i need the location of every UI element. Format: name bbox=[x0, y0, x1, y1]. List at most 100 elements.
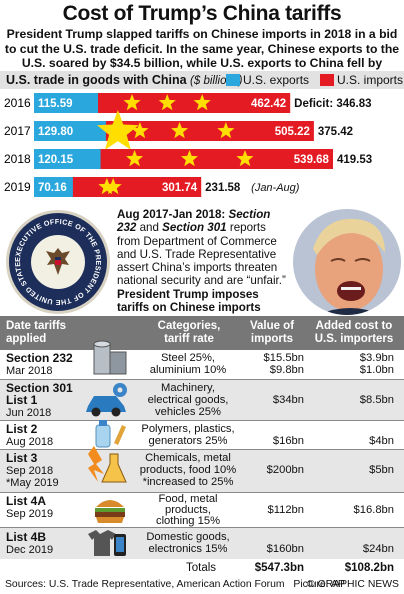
row-category-3: *increased to 25% bbox=[142, 476, 234, 488]
totals-added: $108.2bn bbox=[344, 562, 394, 574]
flag-star-icon bbox=[158, 94, 176, 111]
header-value: Value of imports bbox=[249, 320, 295, 345]
year-label: 2017 bbox=[4, 124, 31, 138]
row-category-2: electronics 15% bbox=[148, 543, 228, 555]
trump-photo bbox=[293, 209, 401, 315]
footer-sources-text: Sources: U.S. Trade Representative, Amer… bbox=[5, 579, 285, 590]
row-category-2: generators 25% bbox=[148, 435, 228, 447]
steel-aluminium-icon bbox=[93, 340, 127, 375]
deficit-label: 231.58 bbox=[205, 182, 241, 194]
legend-imports-swatch bbox=[320, 74, 334, 86]
row-date: Jun 2018 bbox=[6, 407, 52, 419]
header-added: Added cost to U.S. importers bbox=[314, 320, 394, 345]
row-date: Sep 2018 bbox=[6, 465, 54, 477]
row-date: Aug 2018 bbox=[6, 436, 54, 448]
table-row: List 2 Aug 2018 Polymers, plastics, gene… bbox=[0, 420, 404, 449]
header-date: Date tariffs applied bbox=[6, 320, 67, 345]
exports-value-label: 70.16 bbox=[38, 182, 67, 194]
table-row: Section 301 List 1 Jun 2018 Machinery, e… bbox=[0, 380, 404, 420]
deficit-label: Deficit: 346.83 bbox=[294, 98, 371, 110]
car-gears-icon bbox=[86, 383, 127, 417]
deficit-label: 375.42 bbox=[318, 126, 353, 138]
row-divider bbox=[0, 492, 404, 493]
flag-star-icon bbox=[97, 110, 139, 150]
eagle-icon bbox=[46, 248, 70, 275]
presidential-seal-icon: EXECUTIVE OFFICE OF THE PRESIDENT OF THE… bbox=[6, 210, 110, 314]
header-categories: Categories, tariff rate bbox=[157, 320, 221, 345]
row-added-2: $1.0bn bbox=[359, 364, 394, 376]
imports-value-label: 505.22 bbox=[275, 126, 310, 138]
middle-section: EXECUTIVE OFFICE OF THE PRESIDENT OF THE… bbox=[0, 208, 404, 316]
row-category-2: aluminium 10% bbox=[149, 364, 227, 376]
row-category-1: Machinery, bbox=[161, 382, 215, 394]
row-name: List 4B bbox=[6, 530, 47, 544]
mid-reports-text: reports from Department of Commerce and … bbox=[117, 221, 286, 288]
mid-imposes-text: President Trump imposes tariffs on Chine… bbox=[117, 287, 261, 315]
flag-star-icon bbox=[104, 178, 122, 195]
imports-value-label: 462.42 bbox=[251, 98, 286, 110]
exports-value-label: 129.80 bbox=[38, 126, 73, 138]
flag-star-icon bbox=[123, 94, 141, 111]
flag-star-icon bbox=[171, 122, 189, 139]
legend-exports-swatch bbox=[226, 74, 240, 86]
legend-imports: U.S. imports bbox=[320, 73, 403, 87]
table-row: List 3 Sep 2018 *May 2019 Chemicals, met… bbox=[0, 446, 404, 492]
row-added-1: $16.8bn bbox=[353, 504, 394, 516]
row-name: List 4A bbox=[6, 494, 47, 508]
table-header: Date tariffs applied Categories, tariff … bbox=[0, 316, 404, 350]
seal-center bbox=[31, 235, 85, 289]
mid-date-range: Aug 2017-Jan 2018: bbox=[117, 208, 226, 221]
footer-sources: Sources: U.S. Trade Representative, Amer… bbox=[5, 579, 345, 590]
phone-shirt-icon bbox=[88, 530, 126, 556]
totals-label: Totals bbox=[186, 562, 217, 574]
deficit-label: 419.53 bbox=[337, 154, 372, 166]
row-added-1: $5bn bbox=[369, 464, 394, 476]
flag-star-icon bbox=[217, 122, 235, 139]
legend-exports-label: U.S. exports bbox=[243, 73, 310, 87]
food-burger-icon bbox=[95, 500, 125, 523]
legend-imports-label: U.S. imports bbox=[337, 73, 404, 87]
row-date: Dec 2019 bbox=[6, 544, 54, 556]
imports-value-label: 539.68 bbox=[294, 154, 330, 166]
row-added-1: $8.5bn bbox=[359, 394, 394, 406]
row-category-3: vehicles 25% bbox=[155, 406, 221, 418]
mid-text-block: Aug 2017-Jan 2018: Section 232 and Secti… bbox=[117, 208, 292, 314]
footer: Sources: U.S. Trade Representative, Amer… bbox=[0, 577, 404, 594]
row-value-2: $9.8bn bbox=[269, 364, 304, 376]
row-category-3: clothing 15% bbox=[155, 515, 221, 527]
row-category-1: Food, metal bbox=[158, 493, 218, 505]
row-divider bbox=[0, 379, 404, 380]
row-divider bbox=[0, 527, 404, 528]
totals-row: Totals $547.3bn $108.2bn bbox=[0, 560, 404, 576]
row-name: List 2 bbox=[6, 422, 38, 436]
row-name: Section 232 bbox=[6, 351, 73, 365]
trade-bar-chart: 2016 115.59 462.42 Deficit: 346.83 2017 129.8… bbox=[4, 93, 372, 197]
table-row: Section 232 Mar 2018 Steel 25%, aluminiu… bbox=[0, 340, 404, 378]
row-divider bbox=[0, 449, 404, 450]
mid-section-232: Section 232 bbox=[117, 208, 271, 235]
chart-title: U.S. trade in goods with China ($ billio… bbox=[6, 73, 242, 87]
row-name: Section 301 bbox=[6, 381, 73, 395]
exports-bar bbox=[34, 93, 98, 113]
row-name-2: List 1 bbox=[6, 393, 38, 407]
flag-star-icon bbox=[126, 150, 144, 167]
mid-section-301: Section 301 bbox=[162, 221, 227, 235]
year-label: 2016 bbox=[4, 96, 31, 110]
row-value-1: $34bn bbox=[272, 394, 304, 406]
table-row: List 4B Dec 2019 Domestic goods, electro… bbox=[0, 528, 404, 559]
row-value-1: $16bn bbox=[272, 435, 304, 447]
exports-bar bbox=[34, 121, 106, 141]
chart-title-label: U.S. trade in goods with China bbox=[6, 73, 187, 87]
page-title: Cost of Trump’s China tariffs bbox=[62, 2, 342, 25]
footer-picture: Picture: AP bbox=[293, 579, 345, 590]
exports-bar bbox=[34, 149, 101, 169]
row-name: List 3 bbox=[6, 451, 38, 465]
exports-value-label: 120.15 bbox=[38, 154, 74, 166]
imports-value-label: 301.74 bbox=[162, 182, 198, 194]
imports-bar bbox=[34, 149, 333, 169]
chart-header: U.S. trade in goods with China ($ billio… bbox=[0, 71, 404, 89]
legend-exports: U.S. exports bbox=[226, 73, 309, 87]
row-date: Sep 2019 bbox=[6, 508, 54, 520]
mid-and: and bbox=[139, 221, 159, 235]
totals-value: $547.3bn bbox=[254, 562, 304, 574]
